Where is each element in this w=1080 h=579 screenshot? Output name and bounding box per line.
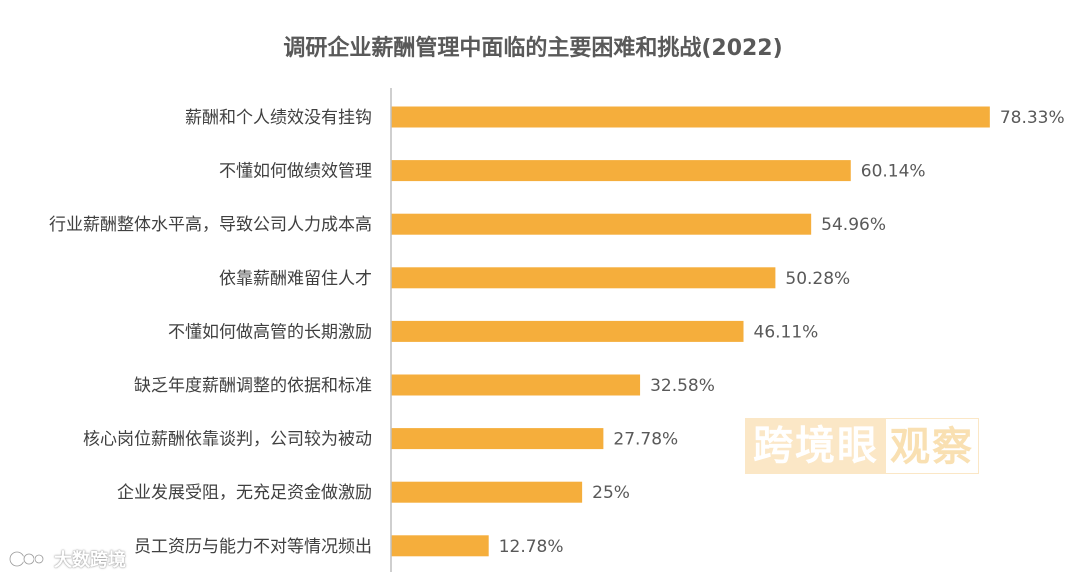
category-label: 不懂如何做高管的长期激励 — [168, 322, 372, 342]
value-label: 27.78% — [613, 430, 678, 450]
value-label: 32.58% — [650, 376, 715, 396]
bar — [391, 213, 812, 235]
bar — [391, 160, 851, 182]
value-label: 78.33% — [1000, 108, 1065, 128]
bars-layer: 薪酬和个人绩效没有挂钩 78.33% 不懂如何做绩效管理 60.14% 行业薪酬整体水平… — [49, 106, 1065, 557]
value-label: 54.96% — [821, 215, 886, 235]
source-watermark-text: 大数跨境 — [54, 550, 126, 571]
value-label: 50.28% — [785, 269, 850, 289]
category-label: 薪酬和个人绩效没有挂钩 — [185, 108, 372, 128]
bar — [391, 106, 990, 128]
category-label: 行业薪酬整体水平高，导致公司人力成本高 — [49, 215, 372, 235]
value-label: 25% — [592, 483, 630, 503]
bar — [391, 374, 641, 396]
category-label: 依靠薪酬难留住人才 — [219, 269, 372, 289]
brand-watermark-right: 观察 — [885, 418, 979, 474]
source-logo-icon — [8, 550, 45, 568]
bar — [391, 481, 583, 503]
bar — [391, 320, 744, 342]
brand-watermark: 跨境眼 观察 — [745, 418, 1027, 474]
category-label: 不懂如何做绩效管理 — [219, 162, 372, 182]
bar — [391, 535, 489, 557]
category-label: 缺乏年度薪酬调整的依据和标准 — [134, 376, 372, 396]
bar — [391, 428, 604, 450]
category-label: 员工资历与能力不对等情况频出 — [134, 537, 372, 557]
category-label: 核心岗位薪酬依靠谈判，公司较为被动 — [83, 430, 372, 450]
value-label: 46.11% — [754, 322, 819, 342]
source-watermark: 大数跨境 — [8, 544, 126, 574]
chart-title: 调研企业薪酬管理中面临的主要困难和挑战(2022) — [283, 35, 782, 61]
bar — [391, 267, 776, 289]
value-label: 60.14% — [861, 162, 926, 182]
brand-watermark-left: 跨境眼 — [745, 418, 885, 474]
value-label: 12.78% — [499, 537, 564, 557]
category-label: 企业发展受阻，无充足资金做激励 — [117, 483, 372, 503]
